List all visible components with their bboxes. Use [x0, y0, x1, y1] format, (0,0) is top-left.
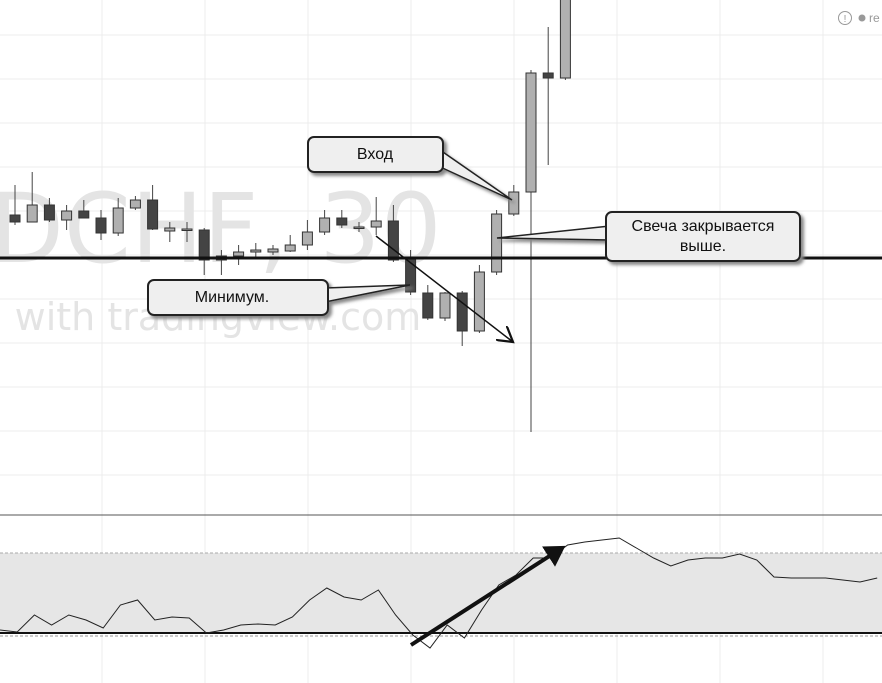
status-dot [858, 14, 866, 22]
candle-body [456, 292, 468, 332]
candle-body [198, 229, 210, 261]
info-icon[interactable] [838, 11, 852, 25]
candle-body [129, 199, 141, 209]
candle-body [542, 72, 554, 79]
oscillator-line [0, 537, 878, 649]
candle-body [78, 210, 90, 219]
band [0, 553, 882, 633]
oscillator-panel [0, 537, 882, 649]
candle-body [336, 217, 348, 226]
candle-body [353, 226, 365, 229]
candle-body [147, 199, 159, 230]
candle-body [284, 244, 296, 252]
trend-arrow [409, 545, 566, 647]
candle-body [473, 271, 485, 332]
candle-body [439, 292, 451, 319]
candle-body [181, 228, 193, 231]
annotation: Свеча закрывается выше. [631, 217, 775, 255]
candle-body [525, 72, 537, 193]
annotation: Минимум. [195, 289, 269, 306]
candle-body [250, 249, 262, 253]
annotation-box: Свеча закрывается выше. [631, 217, 775, 255]
candle-body [301, 231, 313, 246]
candle-body [387, 220, 399, 261]
trend-arrow [375, 235, 513, 342]
candle-body [422, 292, 434, 319]
candle-body [233, 251, 245, 257]
candle-body [95, 217, 107, 234]
badge: re [869, 11, 880, 25]
candle-body [508, 191, 520, 215]
candle-body [61, 210, 73, 221]
info-icon-mark: ! [844, 14, 847, 25]
candle-body [9, 214, 21, 223]
candle-body [319, 217, 331, 233]
candle-body [112, 207, 124, 234]
candle-body [43, 204, 55, 221]
candle-body [559, 0, 571, 79]
watermark: DCHF, 30 [0, 173, 442, 285]
candle-body [267, 248, 279, 253]
candle-body [164, 227, 176, 232]
candle-body [491, 213, 503, 273]
candle-body [26, 204, 38, 223]
callout [147, 136, 801, 316]
annotation: Вход [357, 146, 394, 163]
candle-body [370, 220, 382, 228]
